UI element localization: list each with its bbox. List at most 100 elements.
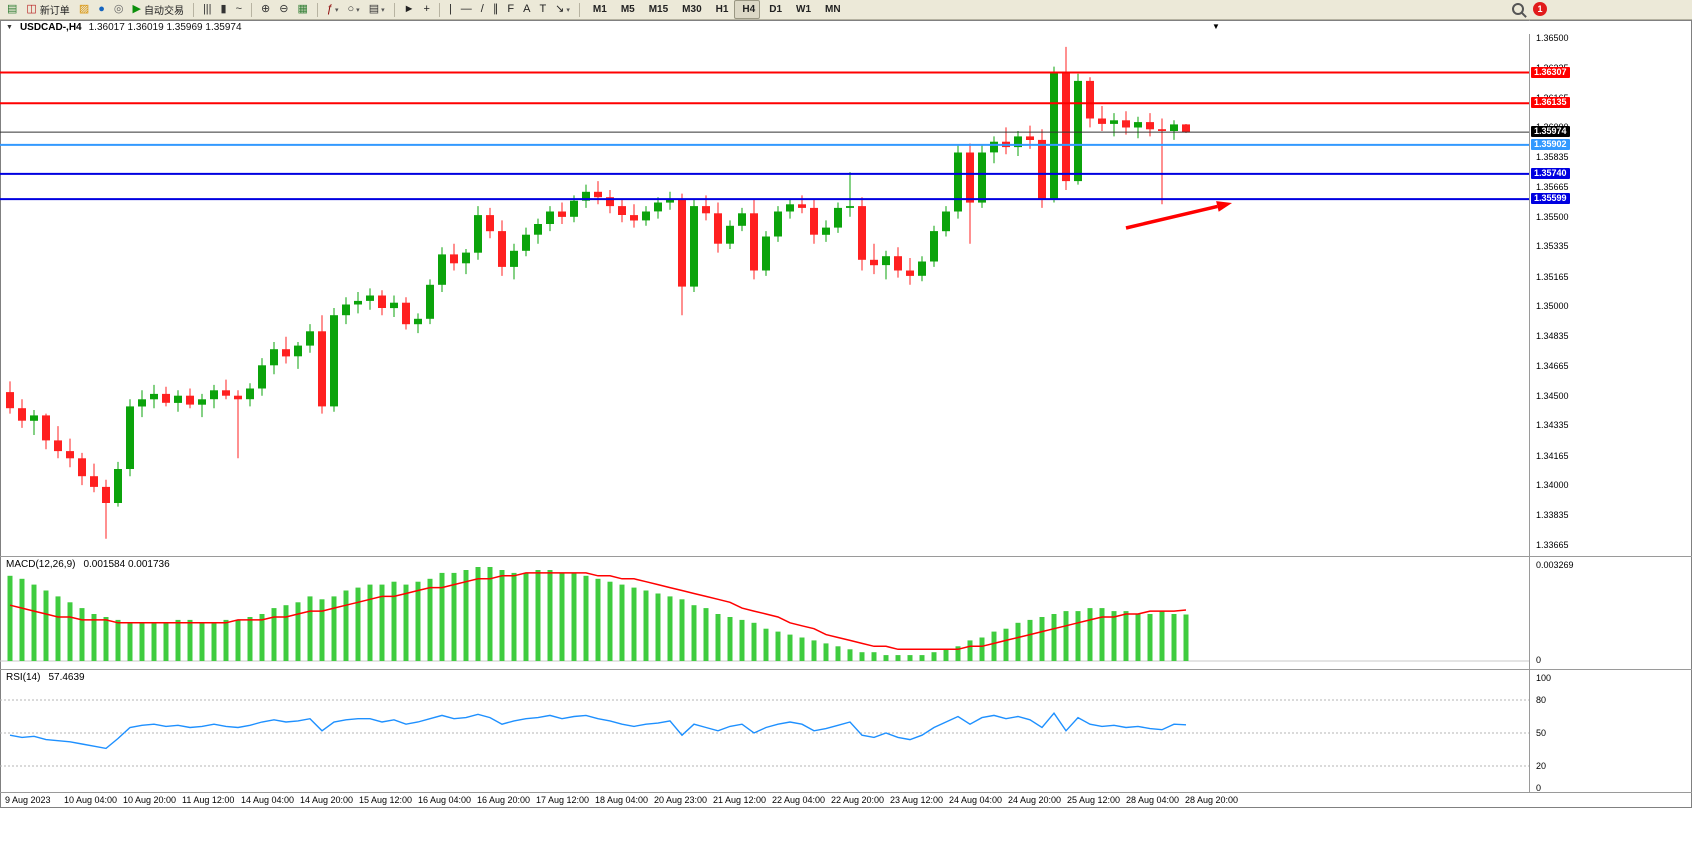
- time-axis-label: 25 Aug 12:00: [1067, 795, 1121, 805]
- new-chart-button[interactable]: ▤: [3, 0, 21, 19]
- new-chart-button-icon: ▤: [7, 3, 18, 15]
- price-chart-pane[interactable]: [0, 34, 1529, 557]
- timeframe-m30-button[interactable]: M30: [674, 0, 706, 19]
- fibonacci-button[interactable]: F: [503, 0, 518, 19]
- trendline-button-icon: /: [480, 3, 484, 15]
- time-axis-separator: [0, 792, 1692, 793]
- arrows-button-dropdown-icon: ▾: [566, 6, 570, 14]
- timeframe-h4-button[interactable]: H4: [734, 0, 761, 19]
- zoom-in-button-icon: ⊕: [261, 3, 271, 15]
- time-axis-label: 22 Aug 04:00: [772, 795, 826, 805]
- chart-ohlc-values: 1.36017 1.36019 1.35969 1.35974: [88, 22, 242, 33]
- timeframe-mn-button[interactable]: MN: [817, 0, 846, 19]
- time-axis-label: 9 Aug 2023: [5, 795, 51, 805]
- zoom-in-button[interactable]: ⊕: [257, 0, 274, 19]
- autotrading-button[interactable]: ▶ 自动交易: [128, 0, 187, 19]
- notification-badge[interactable]: 1: [1533, 2, 1547, 16]
- candles-group: [6, 46, 1190, 539]
- zoom-out-button[interactable]: ⊖: [275, 0, 292, 19]
- text-button[interactable]: A: [519, 0, 534, 19]
- price-axis-divider: [1529, 20, 1530, 793]
- fibonacci-button-icon: F: [507, 3, 515, 15]
- toolbar-separator: [438, 2, 440, 17]
- time-axis-label: 14 Aug 04:00: [241, 795, 295, 805]
- horizontal-line-button[interactable]: —: [457, 0, 476, 19]
- time-axis-label: 20 Aug 23:00: [654, 795, 708, 805]
- rsi-panel-separator[interactable]: [0, 669, 1692, 670]
- candlestick-mode-button[interactable]: ▮: [217, 0, 231, 19]
- templates-button[interactable]: ▤ ▾: [365, 0, 389, 19]
- chart-titlebar: ▼ USDCAD-,H4 1.36017 1.36019 1.35969 1.3…: [1, 21, 1532, 34]
- timeframe-h4-button-label: H4: [742, 4, 756, 15]
- timeframe-w1-button[interactable]: W1: [788, 0, 816, 19]
- line-chart-mode-button[interactable]: ~: [232, 0, 246, 19]
- price-chart-canvas[interactable]: [0, 34, 1529, 557]
- toolbar-separator: [393, 2, 395, 17]
- search-icon[interactable]: [1512, 3, 1524, 15]
- time-axis-label: 28 Aug 20:00: [1185, 795, 1239, 805]
- rsi-pane[interactable]: [0, 670, 1529, 792]
- timeframe-m5-button[interactable]: M5: [613, 0, 640, 19]
- templates-button-icon: ▤: [368, 3, 380, 15]
- timeframe-d1-button[interactable]: D1: [761, 0, 787, 19]
- time-axis-label: 18 Aug 04:00: [595, 795, 649, 805]
- periods-button-dropdown-icon: ▾: [356, 6, 360, 14]
- cursor-button[interactable]: ►: [400, 0, 419, 19]
- chart-profile-button[interactable]: ▨: [75, 0, 93, 19]
- macd-indicator-label: MACD(12,26,9) 0.001584 0.001736: [6, 559, 170, 570]
- indicators-button[interactable]: ƒ ▾: [323, 0, 343, 19]
- rsi-value: 57.4639: [48, 672, 85, 683]
- vertical-line-button-icon: |: [448, 3, 452, 15]
- timeframe-m15-button[interactable]: M15: [641, 0, 673, 19]
- timeframe-m30-button-label: M30: [682, 4, 702, 15]
- autotrading-button-icon: ▶: [132, 3, 141, 15]
- timeframe-h1-button[interactable]: H1: [708, 0, 734, 19]
- macd-values: 0.001584 0.001736: [83, 559, 170, 570]
- bar-chart-mode-button[interactable]: |||: [199, 0, 216, 19]
- timeframe-m5-button-label: M5: [620, 4, 635, 15]
- macd-panel-separator[interactable]: [0, 556, 1692, 557]
- arrow-annotation[interactable]: [1125, 201, 1232, 230]
- macd-pane[interactable]: [0, 557, 1529, 669]
- time-axis-label: 23 Aug 12:00: [890, 795, 944, 805]
- market-watch-button[interactable]: ●: [94, 0, 109, 19]
- timeframe-d1-button-label: D1: [769, 4, 783, 15]
- timeframe-m1-button[interactable]: M1: [585, 0, 612, 19]
- time-axis-label: 10 Aug 04:00: [64, 795, 118, 805]
- crosshair-button[interactable]: +: [420, 0, 434, 19]
- rsi-canvas[interactable]: [0, 670, 1529, 792]
- time-axis-label: 24 Aug 20:00: [1008, 795, 1062, 805]
- time-axis-label: 22 Aug 20:00: [831, 795, 885, 805]
- macd-name: MACD(12,26,9): [6, 559, 76, 570]
- time-axis-label: 15 Aug 12:00: [359, 795, 413, 805]
- macd-axis-max-label: 0.003269: [1536, 560, 1574, 570]
- new-order-button-icon: ◫: [26, 3, 37, 15]
- toolbar-right: 1: [1512, 2, 1547, 16]
- periods-button[interactable]: ○ ▾: [344, 0, 364, 19]
- indicators-button-dropdown-icon: ▾: [335, 6, 339, 14]
- navigator-button[interactable]: ◎: [110, 0, 128, 19]
- trendline-button[interactable]: /: [477, 0, 488, 19]
- arrows-button[interactable]: ↘ ▾: [551, 0, 574, 19]
- channel-button[interactable]: ∥: [489, 0, 503, 19]
- timeframe-w1-button-label: W1: [796, 4, 812, 15]
- candlestick-mode-button-icon: ▮: [220, 3, 227, 15]
- rsi-name: RSI(14): [6, 672, 41, 683]
- chart-profile-button-icon: ▨: [78, 3, 90, 15]
- tile-windows-button-icon: ▦: [297, 3, 308, 15]
- time-axis[interactable]: 9 Aug 2023 10 Aug 04:00 10 Aug 20:00 11 Aug…: [0, 794, 1529, 808]
- new-order-button[interactable]: ◫ 新订单: [22, 0, 73, 19]
- timeframe-mn-button-label: MN: [825, 4, 841, 15]
- toolbar-separator: [578, 2, 580, 17]
- vertical-line-button[interactable]: |: [445, 0, 456, 19]
- timeframe-m15-button-label: M15: [648, 4, 669, 15]
- scroll-to-end-marker[interactable]: ▼: [1212, 22, 1220, 31]
- horizontal-lines-group[interactable]: [0, 71, 1529, 201]
- timeframe-m1-button-label: M1: [592, 4, 607, 15]
- macd-axis-zero-label: 0: [1536, 655, 1542, 665]
- macd-canvas[interactable]: [0, 557, 1529, 669]
- label-button[interactable]: T: [535, 0, 550, 19]
- collapse-icon[interactable]: ▼: [6, 24, 13, 31]
- tile-windows-button[interactable]: ▦: [293, 0, 311, 19]
- zoom-out-button-icon: ⊖: [279, 3, 289, 15]
